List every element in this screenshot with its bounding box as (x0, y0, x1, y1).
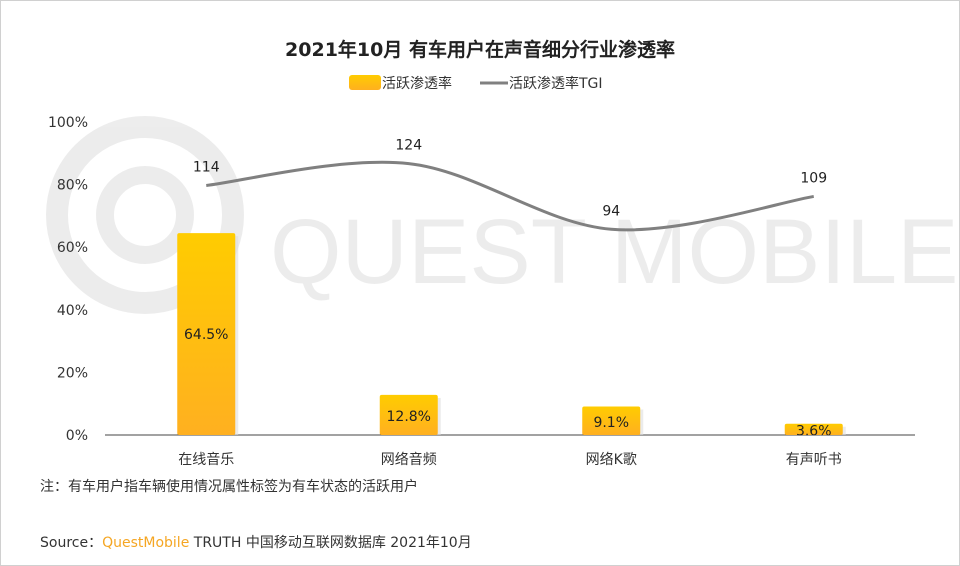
y-tick-label: 40% (57, 303, 88, 319)
bar (177, 233, 236, 435)
bar-label: 12.8% (387, 409, 431, 425)
source-prefix: Source： (40, 535, 103, 551)
source-brand: QuestMobile (102, 535, 190, 551)
y-tick-label: 20% (57, 365, 88, 381)
bar-label: 3.6% (796, 423, 832, 439)
y-tick-label: 60% (57, 240, 88, 256)
footnote: 注：有车用户指车辆使用情况属性标签为有车状态的活跃用户 (40, 479, 418, 495)
y-tick-label: 100% (48, 115, 88, 131)
source-line: Source：QuestMobile TRUTH 中国移动互联网数据库 2021… (40, 532, 472, 552)
x-tick-label: 有声听书 (786, 452, 842, 468)
chart-title: 2021年10月 有车用户在声音细分行业渗透率 (285, 38, 675, 61)
bar (582, 406, 641, 435)
legend-label-bar: 活跃渗透率 (382, 75, 452, 92)
legend-label-line: 活跃渗透率TGI (509, 75, 603, 92)
legend-swatch-bar (349, 75, 381, 90)
line-label: 94 (602, 203, 620, 219)
bar-label: 9.1% (593, 415, 629, 431)
x-tick-label: 网络音频 (381, 451, 437, 468)
source-rest: TRUTH 中国移动互联网数据库 2021年10月 (189, 535, 472, 551)
bar (784, 423, 843, 435)
watermark: QUEST MOBILE (46, 116, 958, 314)
line-label: 124 (395, 138, 422, 154)
bar-label: 64.5% (184, 327, 228, 343)
bar (379, 394, 438, 435)
watermark-text: QUEST MOBILE (270, 201, 958, 303)
x-tick-label: 网络K歌 (586, 452, 637, 468)
y-tick-label: 0% (66, 428, 88, 444)
line-label: 109 (800, 170, 827, 186)
y-tick-label: 80% (57, 178, 88, 194)
x-tick-label: 在线音乐 (178, 451, 234, 468)
tgi-line (206, 160, 814, 232)
line-label: 114 (193, 159, 220, 175)
legend: 活跃渗透率 活跃渗透率TGI (349, 75, 603, 92)
